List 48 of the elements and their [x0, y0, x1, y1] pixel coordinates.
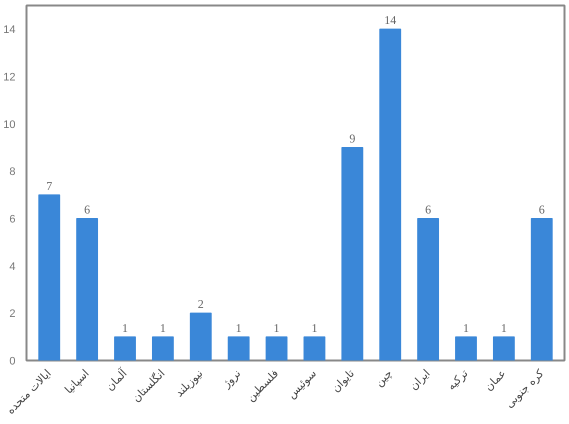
- y-tick-label: 2: [9, 308, 16, 320]
- x-tick-label: ترکیه: [444, 366, 471, 393]
- data-label: 2: [198, 297, 204, 312]
- data-label: 14: [384, 13, 396, 28]
- y-tick-label: 14: [3, 24, 16, 36]
- data-label: 9: [349, 132, 356, 146]
- x-tick-label: نیوزیلند: [172, 366, 206, 400]
- data-label: 1: [500, 320, 507, 335]
- data-label: 1: [236, 320, 242, 335]
- x-tick-label: سوئیس: [284, 366, 320, 402]
- x-tick-label: نروژ: [219, 366, 244, 391]
- data-label: 6: [84, 202, 90, 216]
- bar: [492, 336, 515, 360]
- bar: [114, 336, 136, 360]
- bar: [190, 312, 212, 360]
- x-tick-label: آلمان: [102, 366, 130, 394]
- bar: [38, 194, 60, 360]
- data-label: 1: [122, 320, 128, 335]
- data-label: 1: [462, 320, 469, 335]
- bar: [266, 336, 288, 360]
- data-label: 6: [425, 202, 432, 216]
- y-tick-label: 12: [3, 72, 16, 84]
- x-tick-label: چین: [372, 366, 395, 390]
- data-label: 6: [538, 202, 545, 216]
- x-tick-label: فلسطین: [244, 366, 282, 404]
- data-label: 1: [274, 320, 280, 335]
- y-tick-label: 4: [9, 260, 16, 273]
- data-label: 1: [160, 320, 166, 335]
- x-tick-label: اسپانیا: [62, 366, 92, 396]
- x-tick-label: ایران: [407, 366, 433, 393]
- x-tick-label: انگلستان: [130, 366, 168, 405]
- y-tick-label: 6: [9, 214, 16, 226]
- bar: [530, 218, 553, 360]
- bar: [304, 336, 326, 360]
- bar: [455, 336, 477, 360]
- y-tick-label: 0: [9, 356, 16, 368]
- y-tick-label: 8: [9, 166, 16, 178]
- bar: [152, 336, 174, 360]
- x-tick-label: تایوان: [329, 366, 357, 395]
- bar: [228, 336, 250, 360]
- data-label: 7: [46, 178, 52, 193]
- bar: [417, 218, 440, 360]
- y-tick-label: 10: [3, 118, 16, 131]
- data-label: 1: [311, 320, 318, 335]
- x-tick-label: ایالات متحده: [4, 366, 54, 417]
- bar: [76, 218, 98, 360]
- bar: [341, 147, 364, 360]
- bar: [379, 28, 402, 360]
